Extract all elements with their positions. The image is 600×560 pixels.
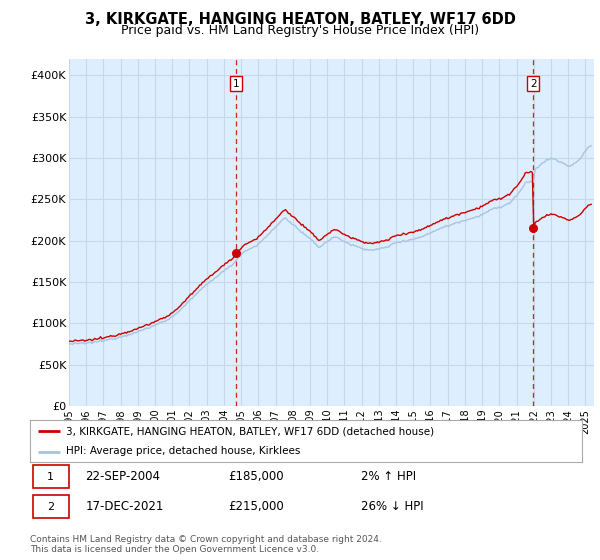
Text: 3, KIRKGATE, HANGING HEATON, BATLEY, WF17 6DD (detached house): 3, KIRKGATE, HANGING HEATON, BATLEY, WF1… xyxy=(66,426,434,436)
Text: HPI: Average price, detached house, Kirklees: HPI: Average price, detached house, Kirk… xyxy=(66,446,300,456)
FancyBboxPatch shape xyxy=(33,465,68,488)
Text: 2: 2 xyxy=(530,78,536,88)
Text: 2: 2 xyxy=(47,502,54,512)
Text: 1: 1 xyxy=(47,472,54,482)
Text: 26% ↓ HPI: 26% ↓ HPI xyxy=(361,500,424,513)
Text: 3, KIRKGATE, HANGING HEATON, BATLEY, WF17 6DD: 3, KIRKGATE, HANGING HEATON, BATLEY, WF1… xyxy=(85,12,515,27)
Text: 17-DEC-2021: 17-DEC-2021 xyxy=(85,500,164,513)
Text: Price paid vs. HM Land Registry's House Price Index (HPI): Price paid vs. HM Land Registry's House … xyxy=(121,24,479,37)
Text: 22-SEP-2004: 22-SEP-2004 xyxy=(85,470,160,483)
Text: £185,000: £185,000 xyxy=(229,470,284,483)
Text: 1: 1 xyxy=(233,78,239,88)
Text: Contains HM Land Registry data © Crown copyright and database right 2024.
This d: Contains HM Land Registry data © Crown c… xyxy=(30,535,382,554)
FancyBboxPatch shape xyxy=(33,495,68,519)
Text: 2% ↑ HPI: 2% ↑ HPI xyxy=(361,470,416,483)
Text: £215,000: £215,000 xyxy=(229,500,284,513)
